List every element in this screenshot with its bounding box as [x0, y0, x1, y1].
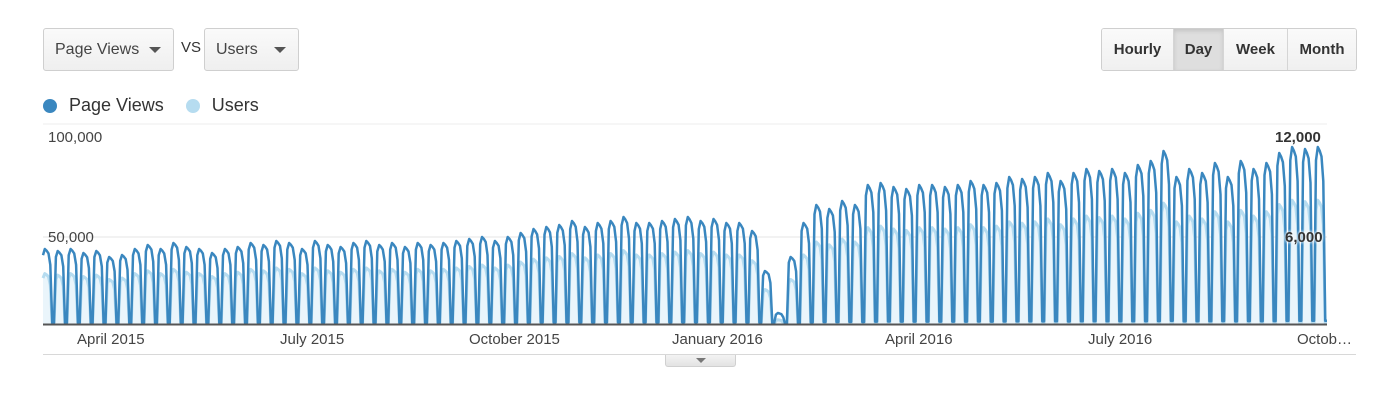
x-tick-jan-2016: January 2016 — [672, 331, 763, 348]
secondary-metric-label: Users — [216, 40, 258, 58]
granularity-button-group: Hourly Day Week Month — [1101, 28, 1357, 71]
primary-metric-label: Page Views — [55, 40, 140, 58]
day-button[interactable]: Day — [1174, 29, 1224, 70]
y-axis-label-100000: 100,000 — [48, 129, 103, 146]
caret-down-icon — [149, 47, 161, 53]
chart-legend: Page Views Users — [43, 95, 281, 116]
x-tick-jul-2016: July 2016 — [1088, 331, 1153, 348]
users-dot-icon — [185, 98, 200, 113]
legend-item-users[interactable]: Users — [185, 95, 259, 116]
caret-down-icon — [696, 358, 706, 363]
primary-metric-dropdown[interactable]: Page Views — [43, 28, 174, 71]
right-axis-label-12000: 12,000 — [1275, 129, 1321, 146]
right-axis-label-6000: 6,000 — [1285, 229, 1323, 246]
week-button[interactable]: Week — [1224, 29, 1288, 70]
caret-down-icon — [274, 47, 286, 53]
expand-chart-handle[interactable] — [665, 355, 736, 367]
y-axis-label-50000: 50,000 — [48, 229, 94, 246]
month-button[interactable]: Month — [1288, 29, 1356, 70]
page-views-line — [41, 145, 1327, 326]
legend-item-page-views[interactable]: Page Views — [43, 95, 164, 116]
page-views-dot-icon — [43, 98, 57, 113]
x-tick-apr-2016: April 2016 — [885, 331, 953, 348]
hourly-button[interactable]: Hourly — [1102, 29, 1174, 70]
x-tick-oct-2016: Octob… — [1297, 331, 1353, 348]
timeline-divider — [43, 354, 1356, 355]
vs-label: VS — [181, 39, 202, 56]
legend-label-users: Users — [211, 95, 259, 115]
legend-label-page-views: Page Views — [69, 95, 164, 115]
secondary-metric-dropdown[interactable]: Users — [204, 28, 299, 71]
x-tick-jul-2015: July 2015 — [280, 331, 345, 348]
x-tick-apr-2015: April 2015 — [77, 331, 145, 348]
x-tick-oct-2015: October 2015 — [469, 331, 560, 348]
